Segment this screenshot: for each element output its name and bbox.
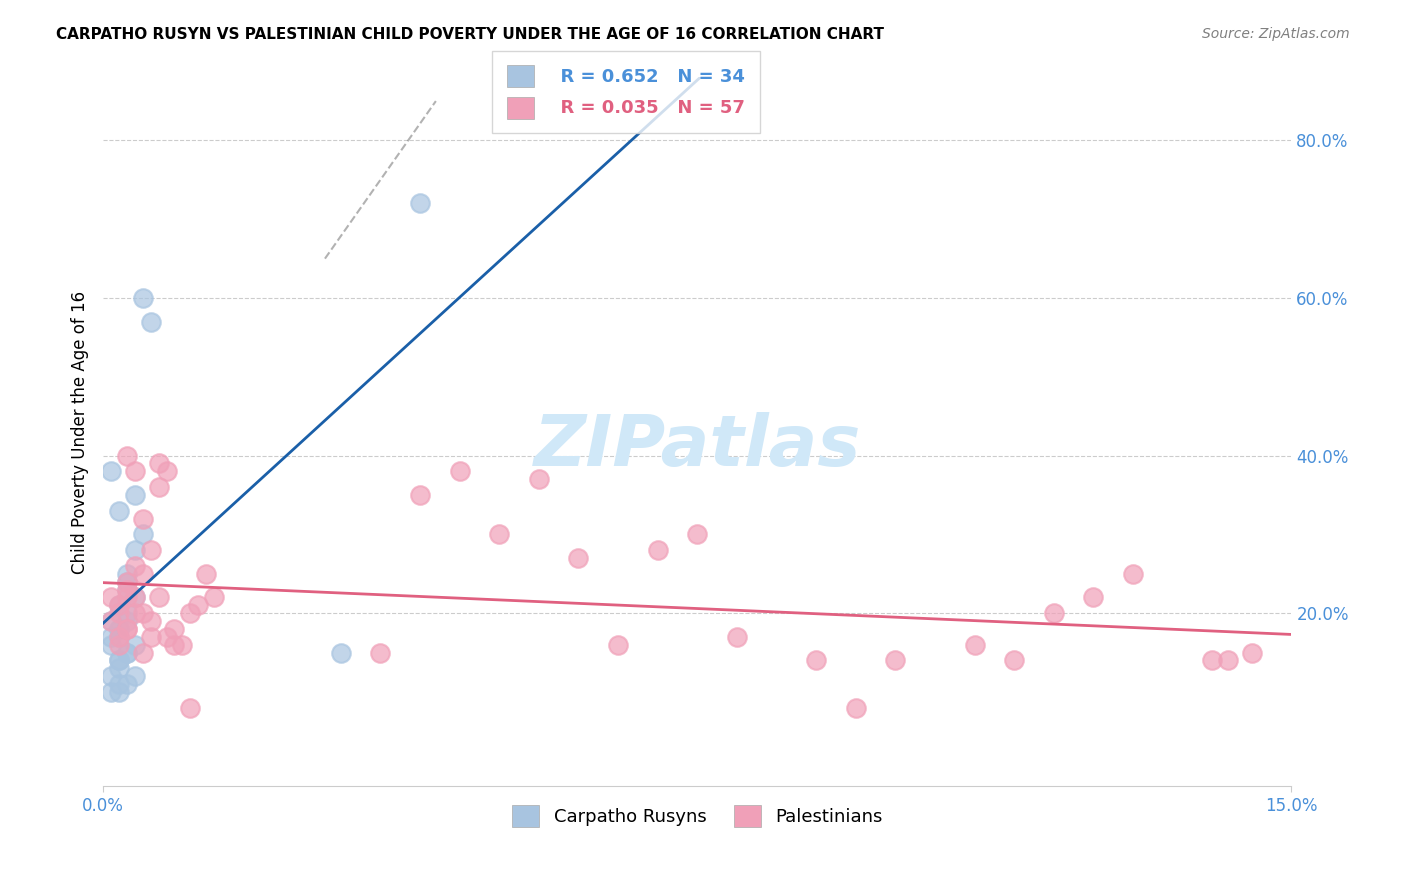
Point xyxy=(148,457,170,471)
Point xyxy=(115,574,138,589)
Point xyxy=(179,606,201,620)
Point xyxy=(132,566,155,581)
Text: CARPATHO RUSYN VS PALESTINIAN CHILD POVERTY UNDER THE AGE OF 16 CORRELATION CHAR: CARPATHO RUSYN VS PALESTINIAN CHILD POVE… xyxy=(56,27,884,42)
Point xyxy=(100,630,122,644)
Point xyxy=(108,504,131,518)
Point xyxy=(115,622,138,636)
Point xyxy=(115,606,138,620)
Text: Source: ZipAtlas.com: Source: ZipAtlas.com xyxy=(1202,27,1350,41)
Point xyxy=(409,196,432,211)
Point xyxy=(124,606,146,620)
Point xyxy=(115,646,138,660)
Point xyxy=(172,638,194,652)
Point xyxy=(488,527,510,541)
Point xyxy=(124,558,146,573)
Point xyxy=(148,480,170,494)
Point xyxy=(115,566,138,581)
Point xyxy=(370,646,392,660)
Point xyxy=(139,315,162,329)
Point xyxy=(124,669,146,683)
Point xyxy=(155,630,177,644)
Point xyxy=(409,488,432,502)
Point xyxy=(124,488,146,502)
Point xyxy=(124,591,146,605)
Point xyxy=(195,566,218,581)
Point xyxy=(139,630,162,644)
Point xyxy=(527,472,550,486)
Point xyxy=(139,543,162,558)
Point xyxy=(725,630,748,644)
Point xyxy=(139,614,162,628)
Point xyxy=(804,653,827,667)
Point xyxy=(884,653,907,667)
Point xyxy=(202,591,225,605)
Point xyxy=(108,653,131,667)
Point xyxy=(132,511,155,525)
Point xyxy=(845,700,868,714)
Point xyxy=(124,543,146,558)
Point xyxy=(686,527,709,541)
Point xyxy=(163,622,186,636)
Point xyxy=(115,449,138,463)
Point xyxy=(115,591,138,605)
Point xyxy=(1083,591,1105,605)
Point xyxy=(567,551,589,566)
Point xyxy=(115,677,138,691)
Point xyxy=(115,646,138,660)
Point xyxy=(132,527,155,541)
Point xyxy=(124,464,146,478)
Point xyxy=(607,638,630,652)
Point xyxy=(108,653,131,667)
Point xyxy=(963,638,986,652)
Point xyxy=(179,700,201,714)
Point xyxy=(100,591,122,605)
Point xyxy=(148,591,170,605)
Point xyxy=(108,638,131,652)
Point xyxy=(115,614,138,628)
Point xyxy=(100,464,122,478)
Point xyxy=(329,646,352,660)
Point xyxy=(108,685,131,699)
Point xyxy=(115,574,138,589)
Point xyxy=(132,291,155,305)
Point xyxy=(1240,646,1263,660)
Point xyxy=(100,669,122,683)
Point xyxy=(1201,653,1223,667)
Point xyxy=(449,464,471,478)
Point xyxy=(108,630,131,644)
Point xyxy=(108,661,131,675)
Point xyxy=(1042,606,1064,620)
Point xyxy=(108,622,131,636)
Point xyxy=(132,606,155,620)
Point xyxy=(155,464,177,478)
Point xyxy=(100,614,122,628)
Point xyxy=(108,599,131,613)
Point xyxy=(108,606,131,620)
Point xyxy=(1002,653,1025,667)
Text: ZIPatlas: ZIPatlas xyxy=(534,411,860,481)
Point xyxy=(108,599,131,613)
Point xyxy=(124,591,146,605)
Point xyxy=(100,685,122,699)
Point xyxy=(115,582,138,597)
Point xyxy=(124,638,146,652)
Point xyxy=(1122,566,1144,581)
Point xyxy=(115,582,138,597)
Point xyxy=(108,622,131,636)
Point xyxy=(1216,653,1239,667)
Point xyxy=(100,614,122,628)
Point xyxy=(100,638,122,652)
Point xyxy=(132,646,155,660)
Point xyxy=(108,630,131,644)
Point xyxy=(163,638,186,652)
Point xyxy=(108,677,131,691)
Legend: Carpatho Rusyns, Palestinians: Carpatho Rusyns, Palestinians xyxy=(505,797,890,834)
Point xyxy=(647,543,669,558)
Point xyxy=(187,599,209,613)
Point xyxy=(115,622,138,636)
Y-axis label: Child Poverty Under the Age of 16: Child Poverty Under the Age of 16 xyxy=(72,291,89,574)
